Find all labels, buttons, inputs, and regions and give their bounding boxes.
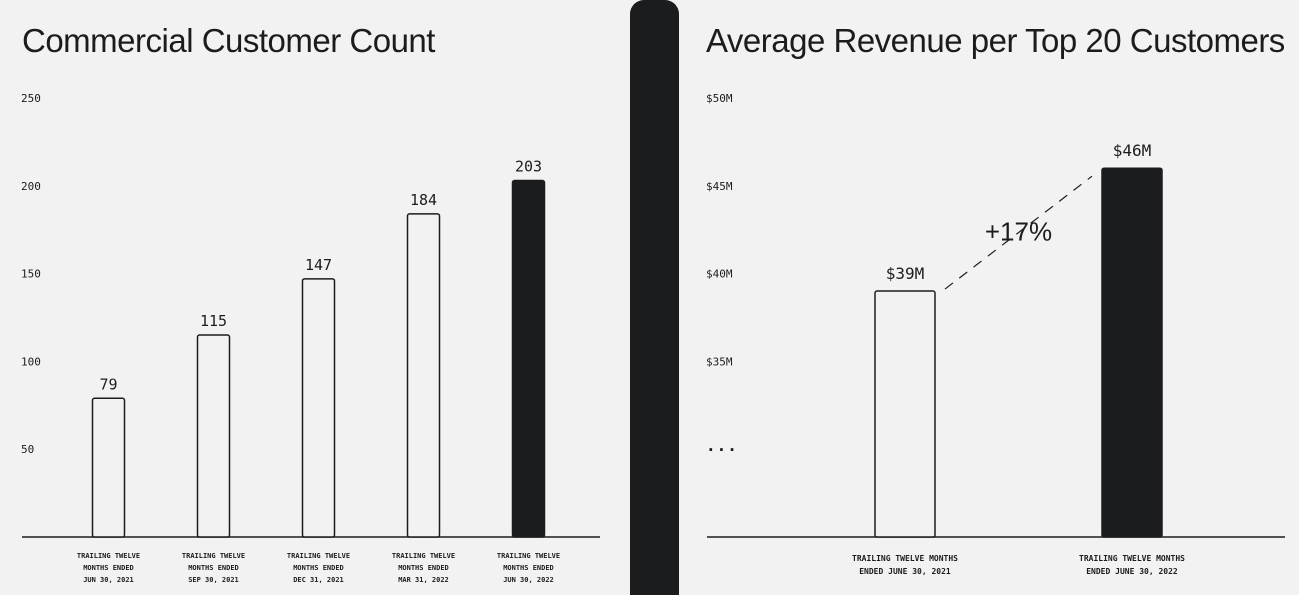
bar <box>406 213 441 538</box>
bar-value-label: $39M <box>886 264 925 283</box>
x-tick-label: SEP 30, 2021 <box>188 576 239 584</box>
x-tick-label: MAR 31, 2022 <box>398 576 449 584</box>
bar-value-label: 79 <box>99 375 117 393</box>
x-tick-label: MONTHS ENDED <box>503 564 554 572</box>
bar-value-label: 203 <box>515 158 542 176</box>
bar <box>196 334 231 538</box>
x-tick-label: TRAILING TWELVE MONTHS <box>1079 554 1185 563</box>
y-tick-label: 100 <box>21 355 41 368</box>
customer-count-title: Commercial Customer Count <box>22 22 435 59</box>
panel-divider <box>630 0 679 595</box>
y-tick-label: 250 <box>21 92 41 105</box>
x-tick-label: TRAILING TWELVE MONTHS <box>852 554 958 563</box>
bar <box>91 397 126 538</box>
x-tick-label: ENDED JUNE 30, 2021 <box>859 567 951 576</box>
customer-count-chart: 250 200 150 100 50 79 TRAILING TWELVE MONTHS EN… <box>21 92 600 584</box>
bar-value-label: 115 <box>200 312 227 330</box>
y-tick-label: 50 <box>21 443 34 456</box>
revenue-title: Average Revenue per Top 20 Customers <box>706 22 1285 59</box>
x-tick-label: MONTHS ENDED <box>293 564 344 572</box>
customer-count-panel: Commercial Customer Count 250 200 150 100 50… <box>0 0 630 595</box>
x-tick-label: DEC 31, 2021 <box>293 576 344 584</box>
bar <box>1101 167 1163 538</box>
x-tick-label: TRAILING TWELVE <box>497 552 560 560</box>
bar <box>511 179 546 538</box>
bar-value-label: $46M <box>1113 141 1152 160</box>
y-tick-label: $40M <box>706 268 733 281</box>
x-tick-label: MONTHS ENDED <box>188 564 239 572</box>
x-tick-label: MONTHS ENDED <box>83 564 134 572</box>
growth-connector-line <box>944 175 1093 290</box>
y-tick-label: 150 <box>21 268 41 281</box>
y-tick-label: $35M <box>706 355 733 368</box>
bar-value-label: 147 <box>305 256 332 274</box>
bar-value-label: 184 <box>410 191 437 209</box>
x-tick-label: TRAILING TWELVE <box>77 552 140 560</box>
y-tick-label: 200 <box>21 180 41 193</box>
x-tick-label: MONTHS ENDED <box>398 564 449 572</box>
bar <box>301 278 336 538</box>
axis-break-marker: ... <box>706 436 738 455</box>
x-tick-label: TRAILING TWELVE <box>392 552 455 560</box>
x-tick-label: JUN 30, 2021 <box>83 576 134 584</box>
x-tick-label: ENDED JUNE 30, 2022 <box>1086 567 1178 576</box>
growth-annotation: +17% <box>985 217 1052 247</box>
x-tick-label: TRAILING TWELVE <box>182 552 245 560</box>
y-tick-label: $50M <box>706 92 733 105</box>
y-tick-label: $45M <box>706 180 733 193</box>
revenue-chart: $50M $45M $40M $35M... $39M TRAILING TWELVE M… <box>706 92 1285 576</box>
bar <box>874 290 936 538</box>
x-tick-label: TRAILING TWELVE <box>287 552 350 560</box>
revenue-panel: Average Revenue per Top 20 Customers $50… <box>679 0 1299 595</box>
x-tick-label: JUN 30, 2022 <box>503 576 554 584</box>
